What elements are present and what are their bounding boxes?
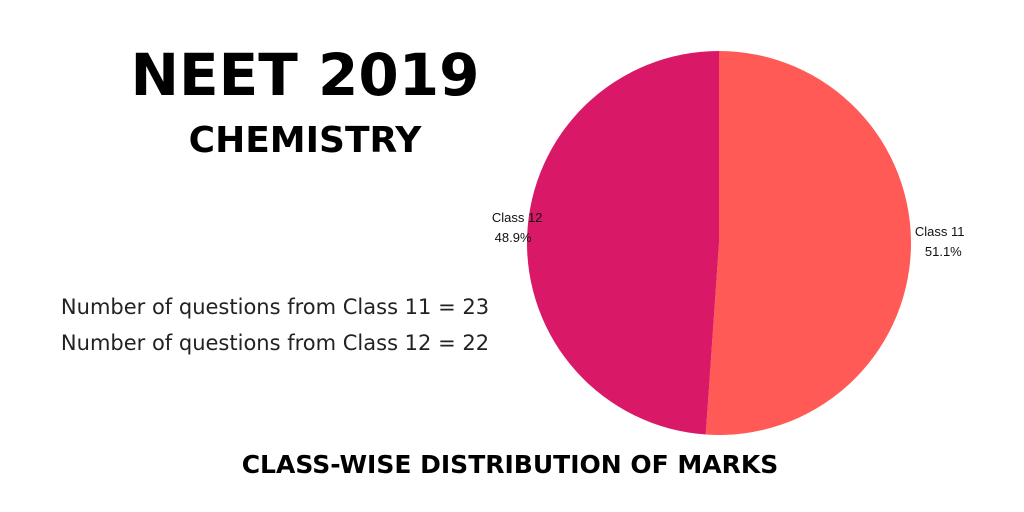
page-subtitle: CHEMISTRY — [188, 120, 422, 161]
slice-label-class-11: Class 11 — [915, 224, 965, 239]
pie-slice-class-12 — [527, 51, 719, 435]
pie-slice-class-11 — [705, 51, 912, 435]
pie-labels: Class 11 51.1% Class 12 48.9% — [492, 210, 965, 259]
class-12-question-count: Number of questions from Class 12 = 22 — [60, 331, 490, 355]
slice-value-class-11: 51.1% — [925, 244, 962, 259]
page-title: NEET 2019 — [130, 41, 480, 109]
slice-value-class-12: 48.9% — [495, 230, 532, 245]
slice-label-class-12: Class 12 — [492, 210, 543, 225]
class-11-question-count: Number of questions from Class 11 = 23 — [60, 295, 490, 319]
chart-caption: CLASS-WISE DISTRIBUTION OF MARKS — [241, 450, 779, 479]
pie-slices — [527, 51, 912, 435]
